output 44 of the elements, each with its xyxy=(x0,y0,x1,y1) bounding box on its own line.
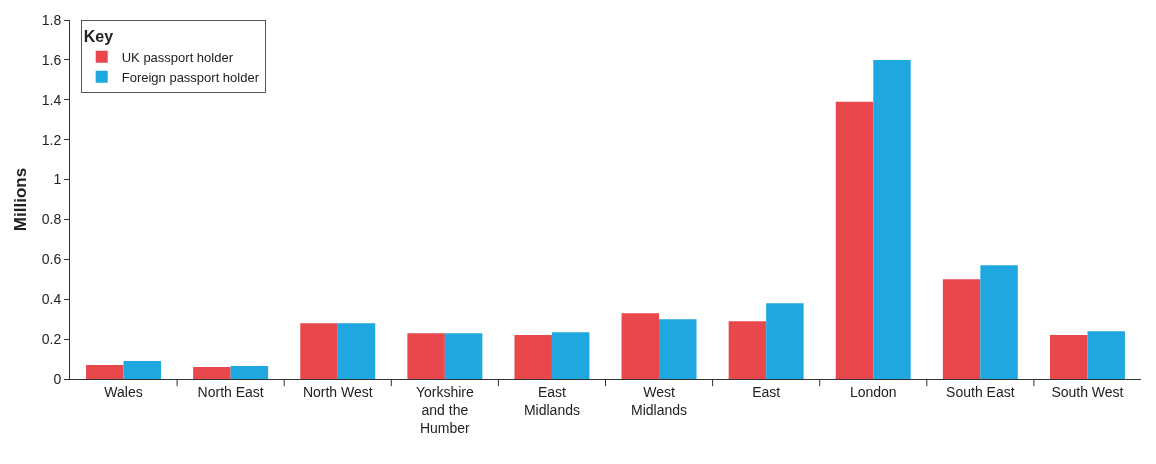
bar xyxy=(980,265,1018,379)
x-tick-label: Yorkshire and the Humber xyxy=(415,383,474,437)
legend-label: Foreign passport holder xyxy=(121,69,260,85)
bar xyxy=(728,321,767,379)
x-tick-label: North East xyxy=(197,383,264,400)
y-tick-label: 0 xyxy=(53,370,62,387)
y-tick-label: 1.6 xyxy=(41,51,62,68)
legend-title: Key xyxy=(83,27,114,45)
bar xyxy=(942,279,981,379)
y-tick-label: 0.2 xyxy=(41,331,62,348)
bar xyxy=(551,332,590,379)
bar xyxy=(621,313,660,379)
x-tick-label: East Midlands xyxy=(523,383,580,418)
bar xyxy=(514,335,552,379)
y-tick-label: 0.8 xyxy=(41,211,62,228)
bar xyxy=(766,303,804,379)
bar xyxy=(300,323,338,379)
x-tick-label: East xyxy=(752,383,781,400)
legend-label: UK passport holder xyxy=(121,49,234,65)
bar xyxy=(444,333,483,379)
x-tick-label: West Midlands xyxy=(631,383,688,418)
y-tick-label: 1.2 xyxy=(41,131,62,148)
x-tick-label: London xyxy=(849,383,897,400)
bar xyxy=(659,319,697,379)
bar xyxy=(873,59,911,379)
bar xyxy=(407,333,445,379)
bar xyxy=(123,361,162,379)
x-tick-label: South East xyxy=(946,383,1015,400)
bar xyxy=(193,367,231,379)
bar xyxy=(86,365,124,379)
bar xyxy=(230,366,269,379)
x-tick-label: Wales xyxy=(104,383,143,400)
y-tick-label: 0.6 xyxy=(41,251,62,268)
y-tick-label: 1.8 xyxy=(41,11,62,28)
bar xyxy=(337,323,376,379)
x-tick-label: South West xyxy=(1051,383,1124,400)
bar xyxy=(835,101,874,379)
y-tick-label: 1 xyxy=(53,171,62,188)
x-tick-label: North West xyxy=(302,383,373,400)
bar xyxy=(1049,335,1088,379)
y-tick-label: 0.4 xyxy=(41,291,62,308)
y-tick-label: 1.4 xyxy=(41,91,62,108)
bar xyxy=(1087,331,1125,379)
y-axis-title: Millions xyxy=(11,167,30,232)
